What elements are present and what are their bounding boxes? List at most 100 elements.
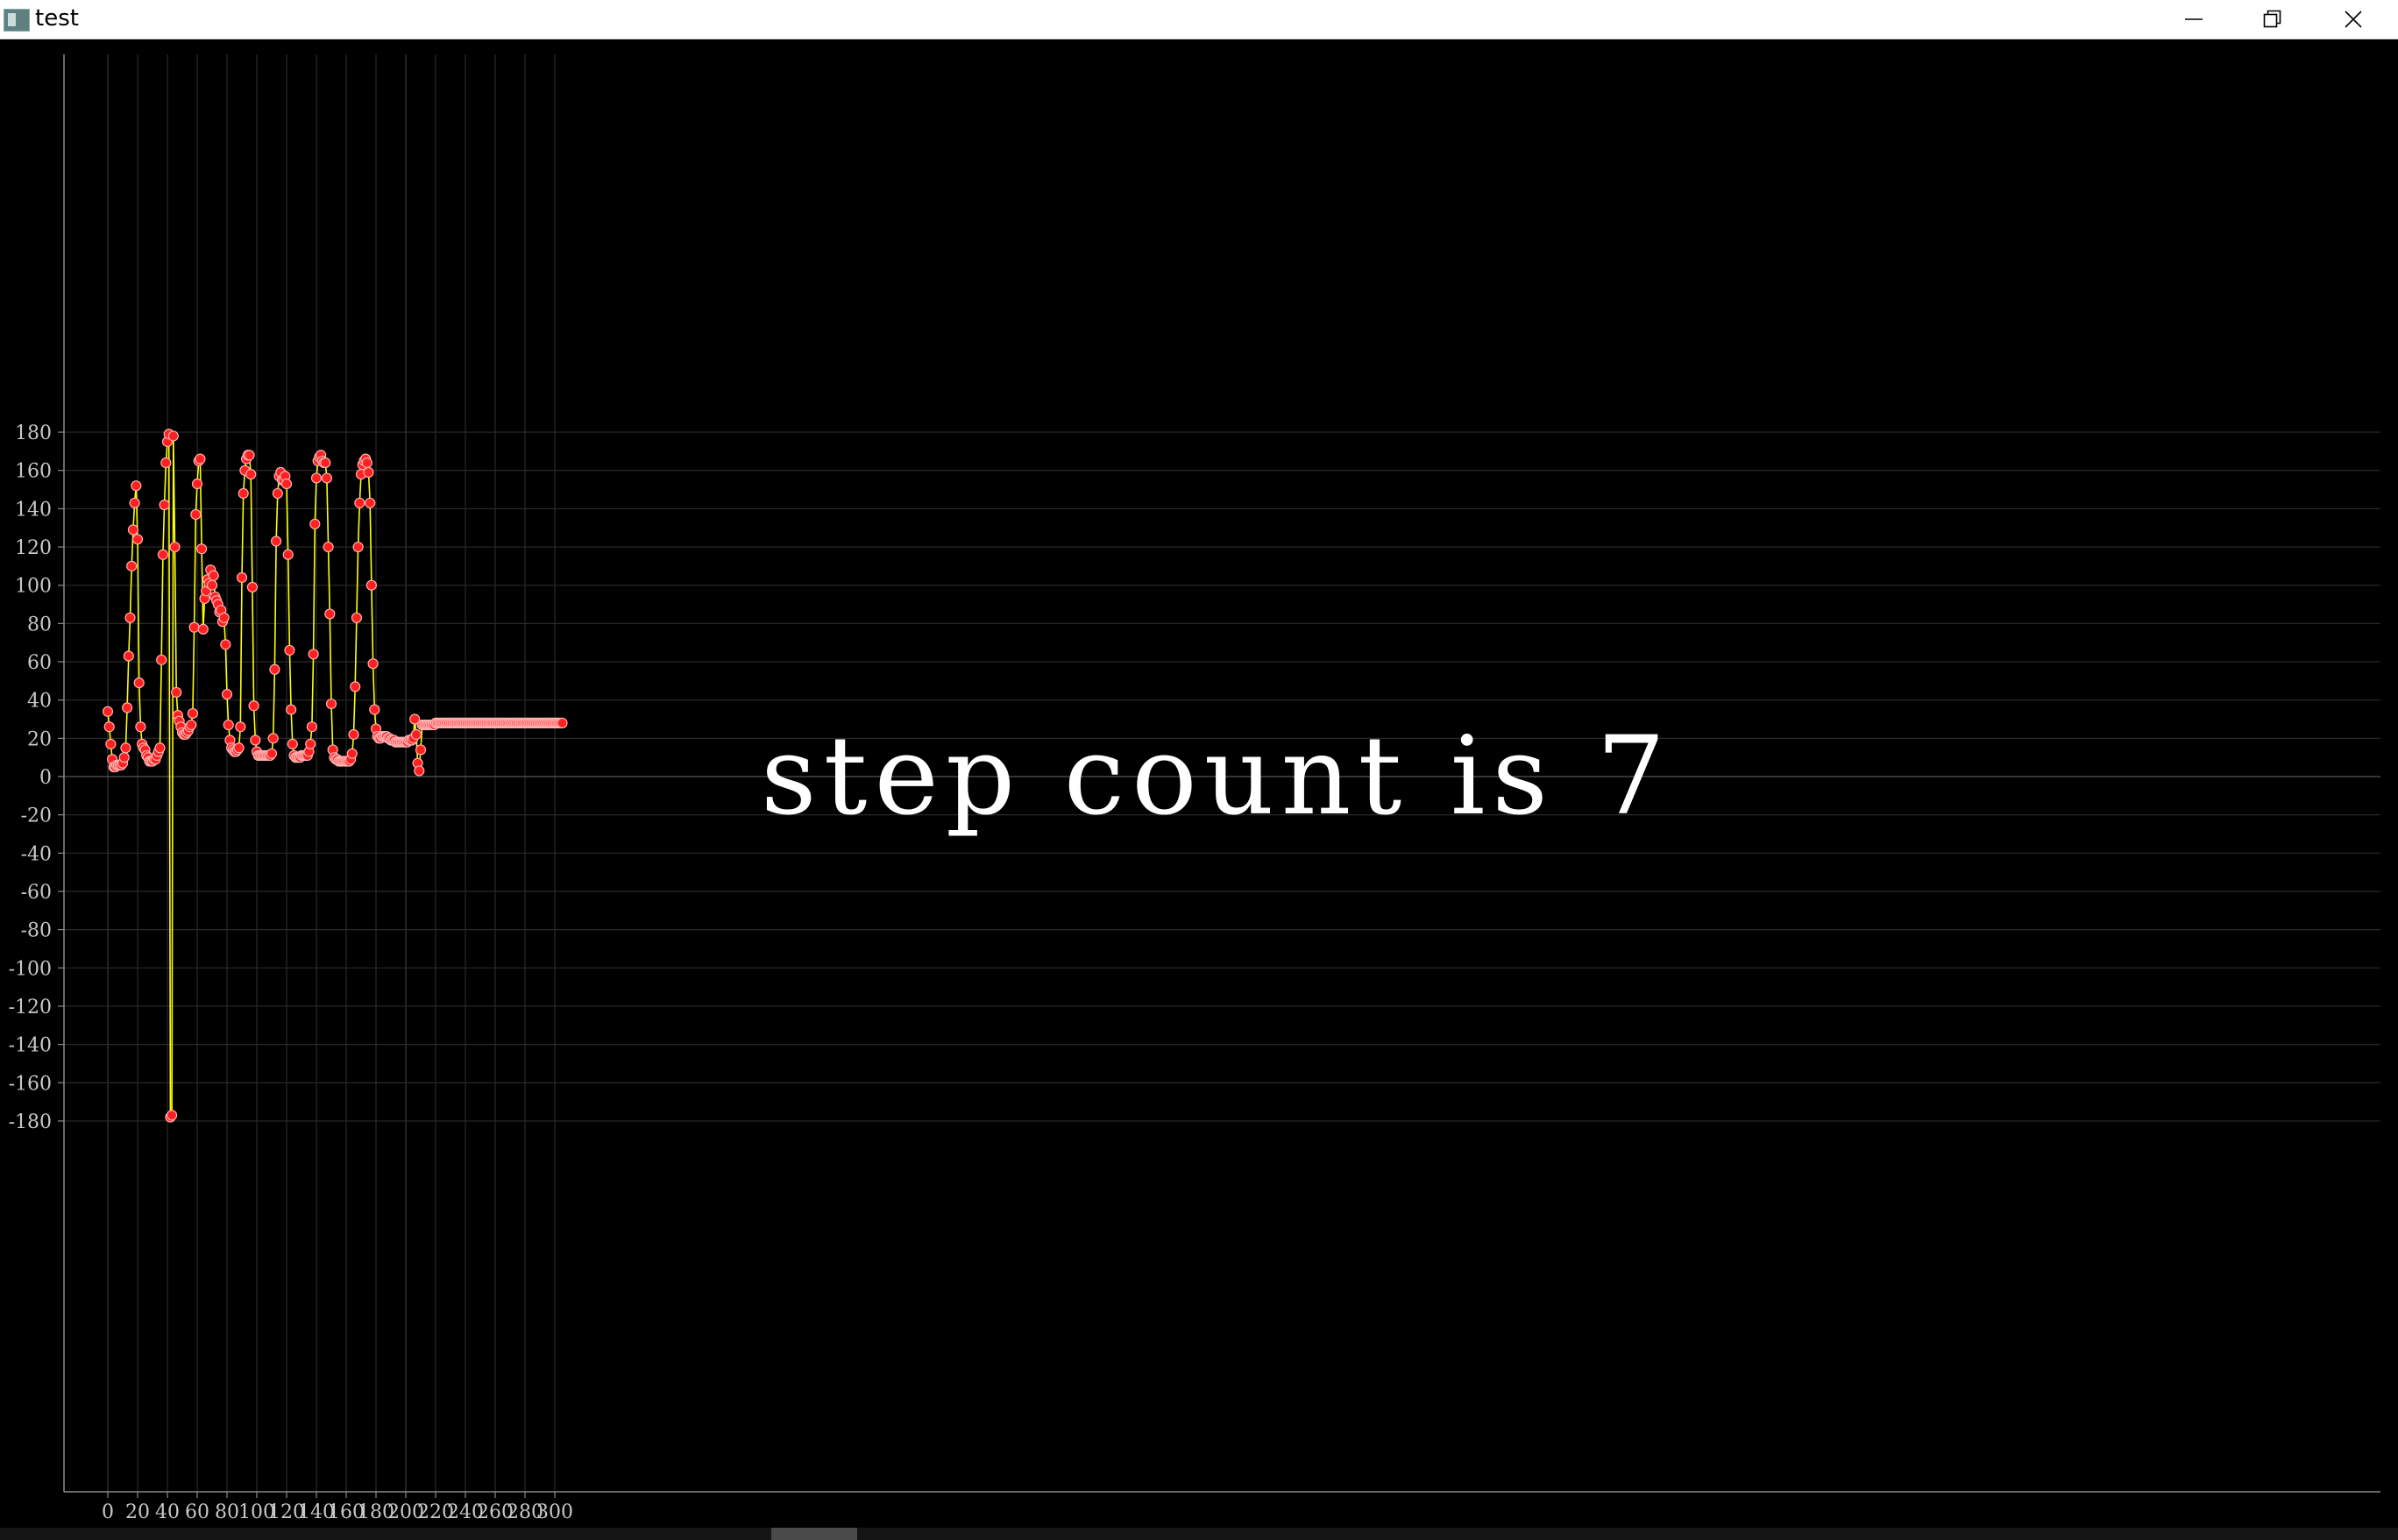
data-point xyxy=(218,612,230,623)
minimize-button[interactable] xyxy=(2154,0,2233,39)
data-point xyxy=(363,466,374,479)
data-point xyxy=(346,748,358,759)
x-tick-label: 300 xyxy=(536,1501,573,1523)
data-point xyxy=(133,677,145,689)
data-point xyxy=(191,478,203,490)
data-point xyxy=(246,581,258,593)
data-point xyxy=(233,742,245,754)
data-point xyxy=(310,472,323,484)
x-tick-label: 140 xyxy=(298,1501,335,1523)
title-bar: test xyxy=(0,0,2398,39)
minimize-icon xyxy=(2185,18,2203,20)
data-point xyxy=(267,733,279,744)
data-point xyxy=(122,702,133,713)
horizontal-scrollbar[interactable] xyxy=(0,1528,2398,1540)
data-point xyxy=(324,608,336,620)
data-point xyxy=(354,497,365,508)
data-point xyxy=(284,644,295,656)
data-point xyxy=(135,721,146,733)
data-point xyxy=(123,650,134,662)
data-point xyxy=(221,689,233,700)
data-point xyxy=(557,717,568,728)
data-point xyxy=(156,654,167,665)
app-icon xyxy=(4,9,30,32)
data-point xyxy=(169,541,181,553)
y-tick-label: 100 xyxy=(15,576,52,598)
data-point xyxy=(250,735,261,746)
window-title: test xyxy=(35,5,79,32)
y-tick-label: 80 xyxy=(27,614,52,635)
data-point xyxy=(367,658,379,670)
x-tick-label: 180 xyxy=(358,1501,394,1523)
y-tick-label: -140 xyxy=(9,1035,52,1057)
data-point xyxy=(236,571,248,584)
x-tick-label: 240 xyxy=(447,1501,484,1523)
y-tick-label: -100 xyxy=(9,958,52,980)
data-point xyxy=(280,478,293,490)
data-point xyxy=(409,713,421,725)
line-chart: 0 20 40 60 80 1001201401601802002202402602803… xyxy=(9,54,2380,1523)
x-tick-label: 260 xyxy=(477,1501,514,1523)
data-point xyxy=(120,742,131,754)
restore-button[interactable] xyxy=(2233,0,2312,39)
data-point xyxy=(309,518,321,529)
y-tick-label: 160 xyxy=(15,461,52,483)
y-tick-label: 140 xyxy=(15,499,52,521)
data-point xyxy=(127,524,138,536)
x-tick-label: 160 xyxy=(328,1501,365,1523)
data-point xyxy=(196,543,208,555)
data-point xyxy=(350,681,361,692)
x-tick-label: 120 xyxy=(268,1501,305,1523)
y-tick-label: -80 xyxy=(21,920,52,942)
data-point xyxy=(351,612,362,623)
y-tick-label: 0 xyxy=(39,767,52,789)
y-tick-label: -120 xyxy=(9,997,52,1018)
series-line xyxy=(107,434,563,1119)
data-point xyxy=(159,499,170,511)
data-point xyxy=(245,468,257,480)
close-icon xyxy=(2345,11,2362,28)
data-point xyxy=(271,536,282,547)
data-point xyxy=(269,664,280,675)
data-point xyxy=(369,704,380,715)
x-tick-label: 20 xyxy=(125,1501,150,1523)
data-point xyxy=(105,738,117,749)
data-point xyxy=(323,541,334,553)
data-point xyxy=(103,721,115,733)
data-point xyxy=(124,612,136,623)
data-point xyxy=(306,721,317,733)
data-point xyxy=(223,719,234,731)
x-tick-label: 40 xyxy=(155,1501,180,1523)
data-point xyxy=(167,1110,178,1121)
x-tick-label: 0 xyxy=(102,1501,114,1523)
data-point xyxy=(410,728,422,741)
data-point xyxy=(118,752,130,763)
data-point xyxy=(325,698,337,710)
data-point xyxy=(305,738,316,749)
x-tick-label: 100 xyxy=(238,1501,275,1523)
step-count-label: step count is 7 xyxy=(761,713,1673,840)
y-tick-label: -60 xyxy=(21,882,52,904)
scrollbar-thumb[interactable] xyxy=(771,1528,857,1540)
data-point xyxy=(282,549,294,560)
data-point xyxy=(287,738,298,749)
data-point xyxy=(415,744,427,756)
data-point xyxy=(187,707,198,720)
data-point xyxy=(197,623,209,635)
y-tick-label: 180 xyxy=(15,422,52,444)
y-tick-label: -20 xyxy=(21,805,52,827)
data-point xyxy=(308,649,319,660)
data-point xyxy=(286,704,297,715)
data-point xyxy=(208,570,219,581)
x-tick-label: 200 xyxy=(387,1501,424,1523)
x-tick-label: 220 xyxy=(417,1501,454,1523)
data-point xyxy=(195,453,206,465)
y-tick-label: 20 xyxy=(27,728,52,750)
data-point xyxy=(220,639,231,650)
data-point xyxy=(190,508,202,521)
close-button[interactable] xyxy=(2314,0,2393,39)
data-point xyxy=(321,472,332,484)
data-point xyxy=(154,742,166,754)
y-tick-label: -40 xyxy=(21,843,52,865)
y-tick-label: -180 xyxy=(9,1111,52,1133)
